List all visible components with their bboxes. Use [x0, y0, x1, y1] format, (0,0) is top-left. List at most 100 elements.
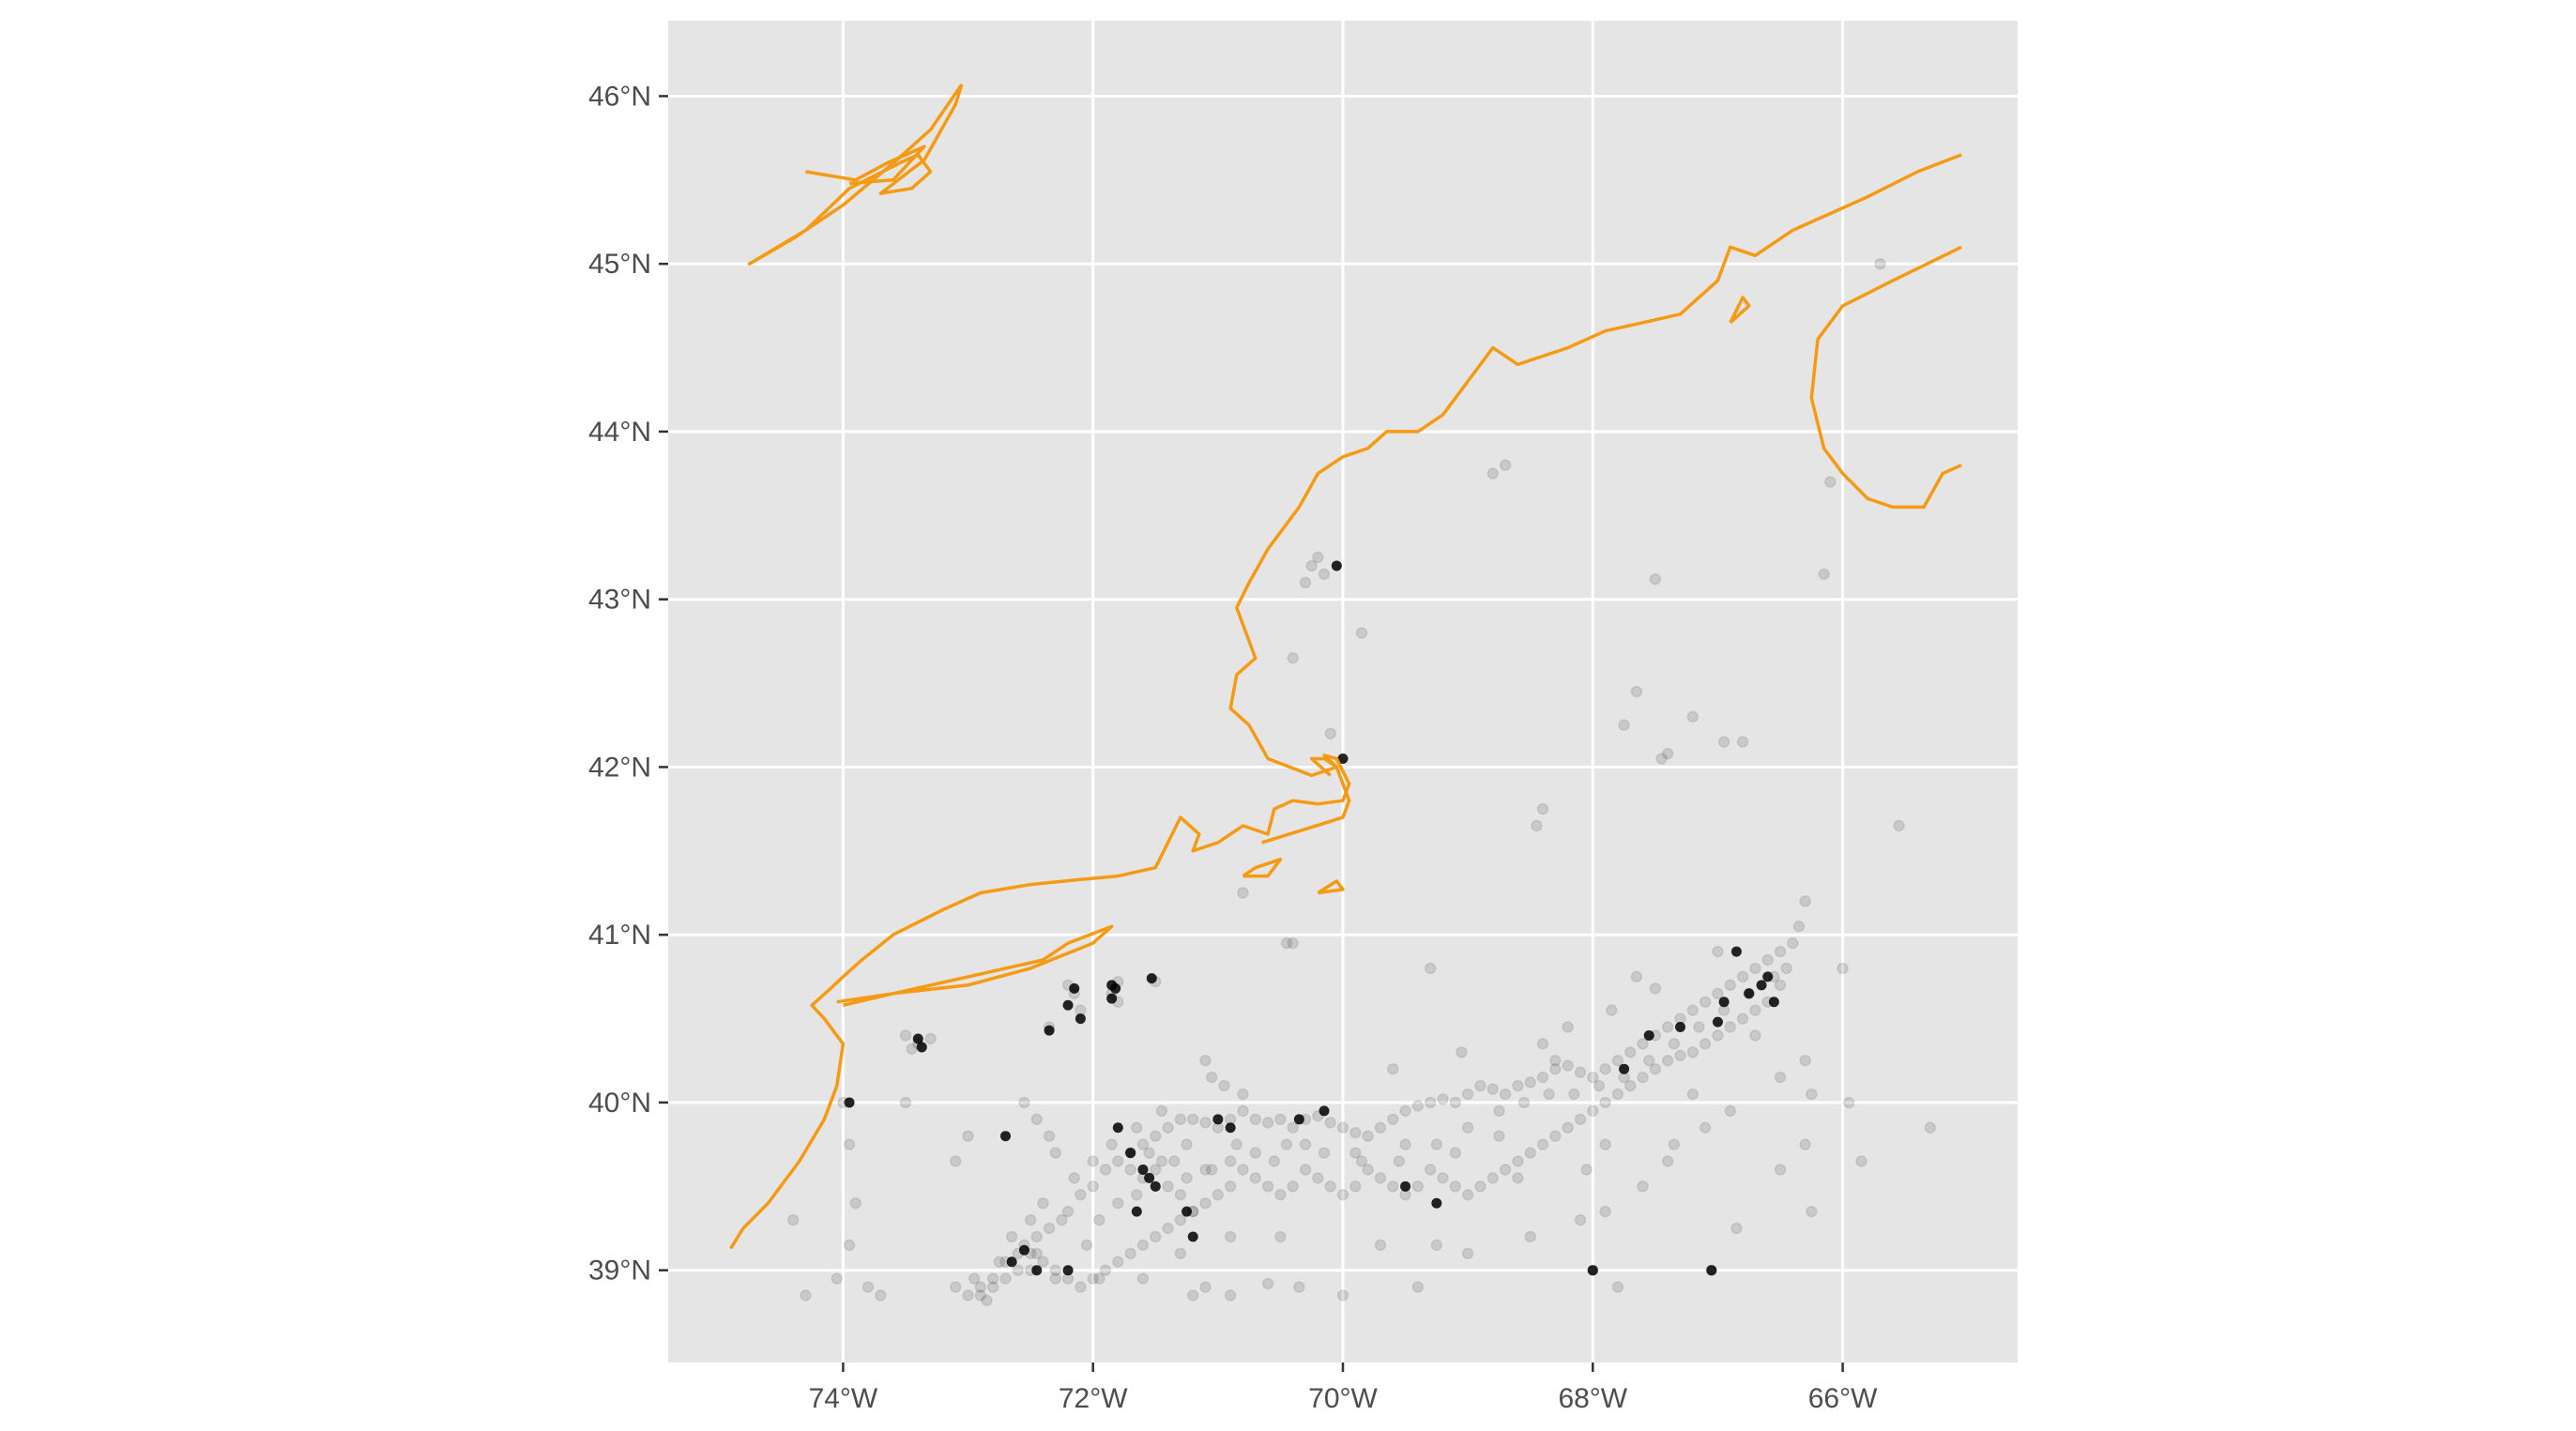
- data-point: [1649, 1062, 1662, 1075]
- data-point: [1093, 1213, 1105, 1226]
- data-point: [1131, 1206, 1142, 1217]
- data-point: [1536, 1038, 1549, 1050]
- data-point: [1668, 1038, 1681, 1050]
- data-point: [1012, 1264, 1025, 1276]
- data-point: [1261, 1180, 1274, 1193]
- data-point: [906, 1043, 918, 1055]
- data-point: [1674, 1049, 1686, 1062]
- data-point: [1874, 257, 1886, 270]
- data-point: [1037, 1196, 1049, 1210]
- coastline-nantucket: [1317, 879, 1345, 895]
- data-point: [1224, 1155, 1237, 1167]
- data-point: [1774, 979, 1787, 992]
- data-point: [1205, 1164, 1218, 1176]
- data-point: [1112, 1122, 1123, 1134]
- data-point: [1574, 1066, 1587, 1079]
- data-point: [1799, 1055, 1811, 1067]
- data-point: [1749, 962, 1761, 975]
- data-point: [1112, 1256, 1124, 1268]
- data-point: [1018, 1244, 1029, 1256]
- data-point: [1293, 1281, 1305, 1293]
- data-point: [1187, 1231, 1198, 1242]
- y-tick-label: 40°N: [588, 1088, 651, 1119]
- data-point: [1199, 1055, 1212, 1067]
- data-point: [1730, 1222, 1743, 1235]
- data-point: [1044, 1025, 1055, 1036]
- y-tick-label: 46°N: [588, 81, 651, 112]
- data-point: [1424, 962, 1437, 975]
- data-point: [962, 1130, 974, 1142]
- y-tick-label: 41°N: [588, 920, 651, 951]
- data-point: [831, 1272, 843, 1285]
- data-point: [1349, 1126, 1362, 1139]
- data-point: [949, 1281, 962, 1293]
- data-point: [1724, 1104, 1737, 1118]
- data-point: [1461, 1247, 1474, 1260]
- data-point: [1512, 1155, 1524, 1167]
- data-point: [1430, 1239, 1443, 1252]
- coastline-grand-manan: [1729, 296, 1751, 325]
- data-point: [1712, 1029, 1724, 1042]
- data-point: [1087, 1272, 1099, 1285]
- data-point: [1137, 1164, 1149, 1175]
- data-point: [1712, 987, 1724, 999]
- data-point: [1287, 936, 1299, 950]
- data-point: [999, 1272, 1012, 1285]
- data-point: [1792, 921, 1806, 933]
- data-point: [1068, 1172, 1080, 1184]
- data-point: [1524, 1230, 1536, 1243]
- data-point: [1824, 476, 1837, 488]
- data-point: [1043, 1222, 1056, 1235]
- coastline-long-island: [836, 924, 1114, 1008]
- data-point: [1675, 1022, 1685, 1032]
- data-point: [1131, 1189, 1143, 1201]
- data-point: [1093, 1272, 1105, 1285]
- data-point: [1199, 1164, 1212, 1176]
- data-point: [1374, 1239, 1387, 1252]
- data-point: [1261, 1277, 1274, 1290]
- data-point: [1005, 1230, 1018, 1243]
- data-point: [1280, 936, 1293, 950]
- data-point: [1686, 710, 1700, 723]
- coastline-cape-cod: [1260, 756, 1351, 845]
- data-point: [1268, 1155, 1281, 1167]
- data-point: [1355, 1155, 1368, 1167]
- data-point: [974, 1281, 987, 1293]
- data-point: [1749, 1029, 1761, 1042]
- data-point: [1549, 1130, 1562, 1142]
- data-point: [1611, 1055, 1624, 1067]
- data-point: [1562, 1059, 1574, 1072]
- data-point: [1287, 652, 1299, 664]
- data-point: [1724, 979, 1737, 992]
- data-point: [1543, 1088, 1555, 1101]
- x-tick-label: 74°W: [809, 1383, 878, 1414]
- data-point: [1349, 1147, 1362, 1159]
- data-point: [1043, 1130, 1056, 1142]
- x-tick-label: 68°W: [1558, 1383, 1627, 1414]
- data-point: [1744, 988, 1755, 999]
- data-point: [968, 1272, 981, 1285]
- data-point: [1574, 1213, 1587, 1226]
- data-point: [1736, 970, 1749, 983]
- coastline-nova-scotia: [1809, 245, 1962, 510]
- data-point: [1099, 1164, 1112, 1176]
- data-point: [1237, 1164, 1249, 1176]
- data-point: [1630, 685, 1643, 698]
- data-point: [986, 1281, 999, 1293]
- data-point: [899, 1029, 912, 1042]
- data-point: [1336, 1121, 1349, 1134]
- data-point: [1150, 1130, 1162, 1142]
- data-point: [1162, 1121, 1174, 1134]
- data-point: [1212, 1114, 1224, 1125]
- data-point: [1499, 1164, 1512, 1176]
- data-point: [1331, 560, 1342, 571]
- data-point: [1318, 1105, 1330, 1117]
- data-point: [1411, 1281, 1425, 1293]
- data-point: [1087, 1155, 1099, 1167]
- data-point: [912, 1033, 923, 1044]
- data-point: [1806, 1088, 1818, 1101]
- data-point: [875, 1289, 887, 1302]
- y-axis: 39°N 40°N 41°N 42°N 43°N 44°N 45°N 46°N: [588, 81, 668, 1286]
- data-point: [1181, 1172, 1193, 1184]
- data-point: [1124, 1164, 1136, 1176]
